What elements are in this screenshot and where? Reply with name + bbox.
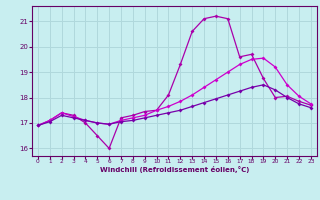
X-axis label: Windchill (Refroidissement éolien,°C): Windchill (Refroidissement éolien,°C) (100, 166, 249, 173)
